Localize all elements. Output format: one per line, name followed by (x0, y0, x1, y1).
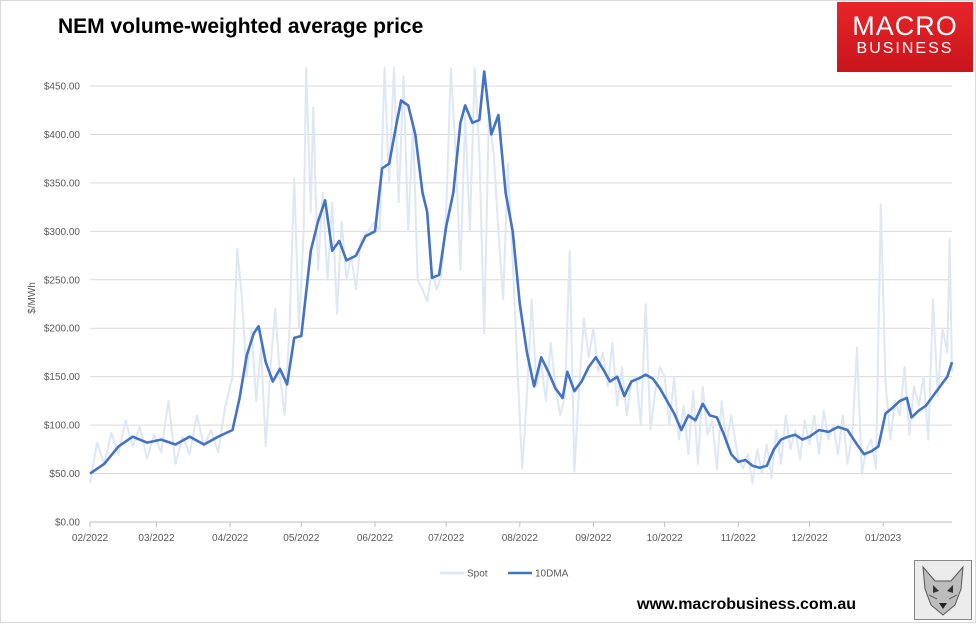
logo-line2: BUSINESS (856, 40, 954, 57)
legend: Spot 10DMA (440, 569, 569, 580)
y-tick-label: $50.00 (49, 469, 80, 480)
y-tick-label: $350.00 (44, 178, 81, 189)
x-tick-label: 05/2022 (283, 533, 320, 544)
y-tick-label: $450.00 (44, 82, 81, 93)
legend-label: Spot (467, 569, 488, 580)
website-url: www.macrobusiness.com.au (637, 596, 857, 613)
y-tick-label: $250.00 (44, 275, 81, 286)
x-tick-label: 07/2022 (428, 533, 465, 544)
series-line-10dma (89, 70, 954, 475)
x-tick-label: 11/2022 (721, 533, 757, 544)
x-tick-label: 03/2022 (138, 533, 175, 544)
x-tick-label: 10/2022 (647, 533, 684, 544)
series-line-spot (89, 67, 953, 485)
gridlines (90, 85, 952, 523)
y-tick-label: $400.00 (44, 130, 81, 141)
series-layer (89, 67, 954, 485)
x-tick-label: 09/2022 (575, 533, 612, 544)
y-axis-ticks: $0.00 $50.00 $100.00 $150.00 $200.00 $250.00 $… (44, 82, 81, 529)
legend-label: 10DMA (535, 569, 569, 580)
y-tick-label: $300.00 (44, 227, 81, 238)
x-tick-label: 02/2022 (72, 533, 109, 544)
y-axis-label: $/MWh (27, 282, 38, 314)
y-tick-label: $100.00 (44, 421, 81, 432)
x-tick-label: 04/2022 (212, 533, 249, 544)
logo-line1: MACRO (852, 11, 958, 41)
chart-title: NEM volume-weighted average price (58, 15, 424, 38)
y-tick-label: $0.00 (55, 518, 80, 529)
x-tick-label: 06/2022 (357, 533, 394, 544)
y-tick-label: $200.00 (44, 324, 81, 335)
x-axis-ticks: 02/2022 03/2022 04/2022 05/2022 06/2022 07/20… (72, 522, 902, 544)
wolf-logo-icon (914, 560, 972, 620)
x-tick-label: 12/2022 (791, 533, 828, 544)
x-tick-label: 01/2023 (865, 533, 902, 544)
macrobusiness-logo: MACRO BUSINESS (837, 2, 973, 72)
x-tick-label: 08/2022 (502, 533, 539, 544)
y-tick-label: $150.00 (44, 372, 81, 383)
